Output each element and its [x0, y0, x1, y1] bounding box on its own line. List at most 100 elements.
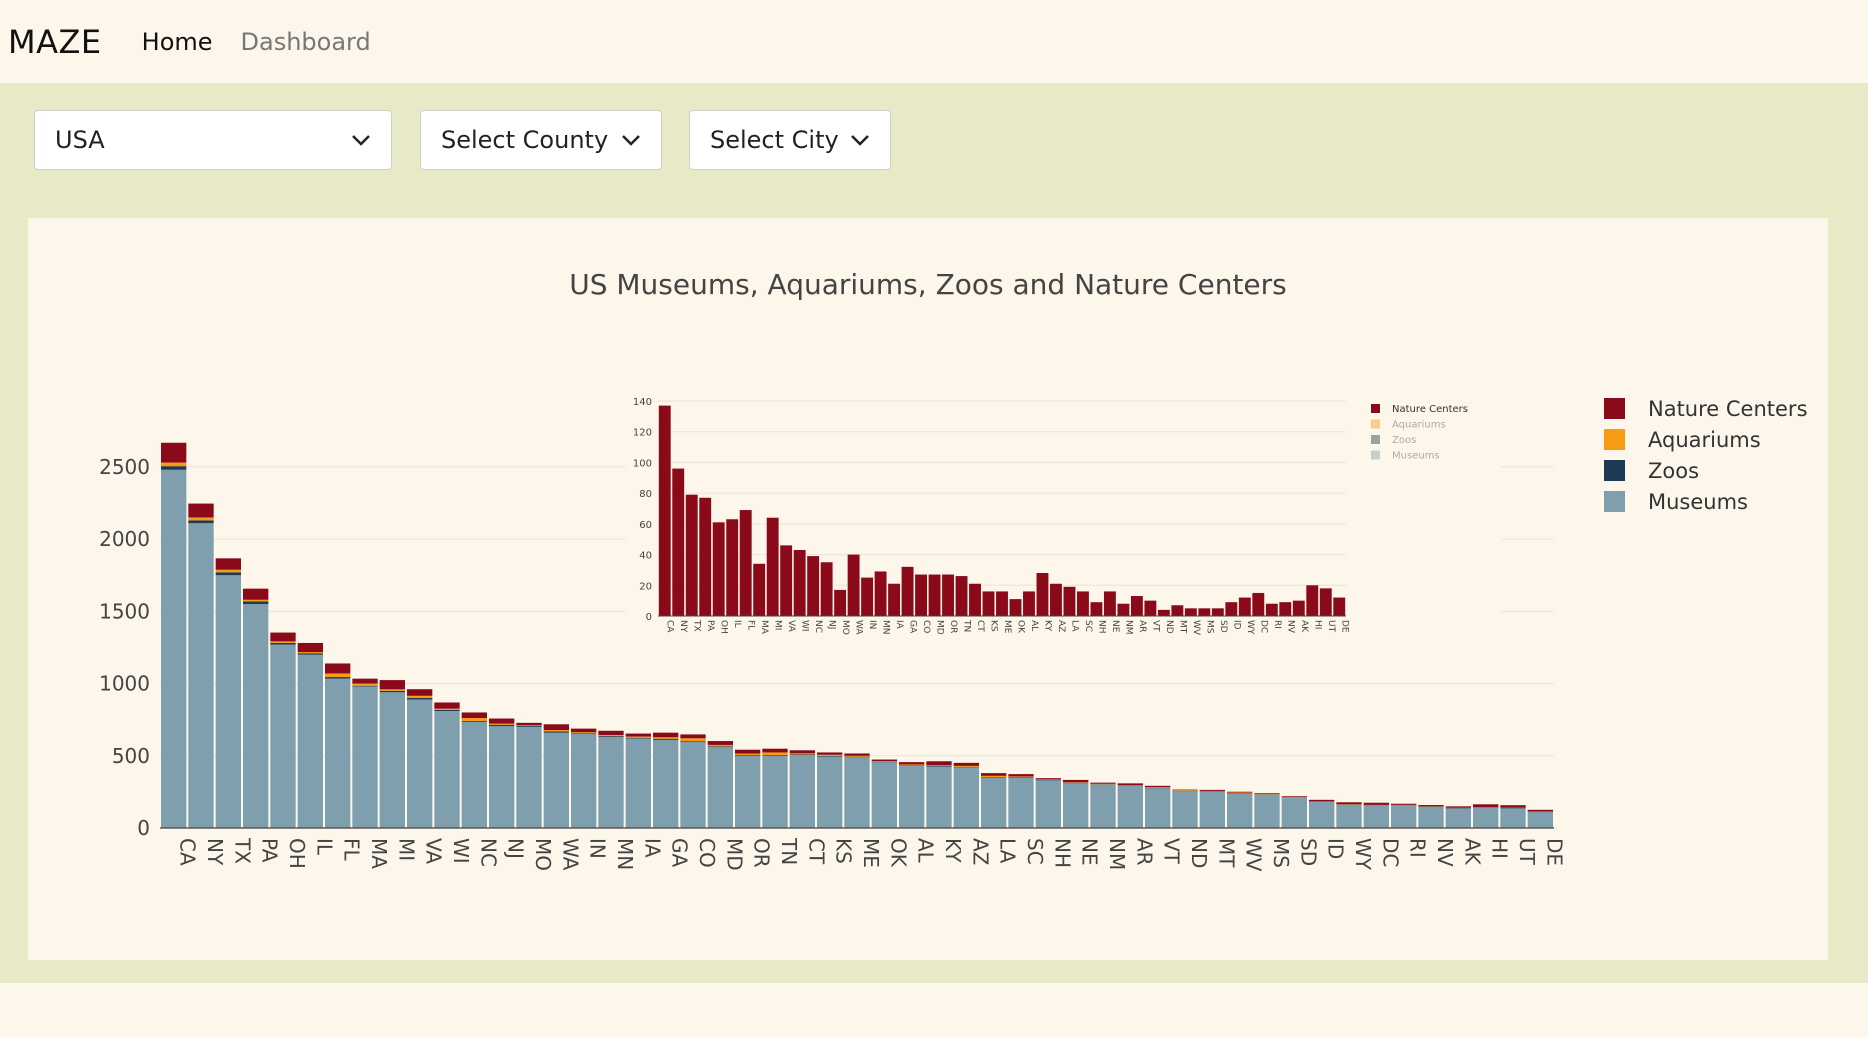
- bar-zoos-MI[interactable]: [379, 690, 405, 693]
- bar-nature-centers-MN[interactable]: [598, 730, 624, 735]
- inset-bar-AZ[interactable]: [1050, 583, 1062, 616]
- bar-nature-centers-MD[interactable]: [707, 741, 733, 745]
- bar-museums-GA[interactable]: [653, 739, 679, 828]
- inset-bar-PA[interactable]: [699, 497, 712, 616]
- bar-aquariums-NY[interactable]: [188, 517, 214, 521]
- bar-nature-centers-PA[interactable]: [243, 588, 269, 600]
- bar-aquariums-WA[interactable]: [543, 730, 569, 732]
- bar-museums-WI[interactable]: [434, 711, 460, 828]
- bar-museums-TX[interactable]: [215, 575, 241, 828]
- bar-aquariums-WI[interactable]: [434, 708, 460, 710]
- inset-bar-IL[interactable]: [726, 519, 739, 616]
- bar-aquariums-CT[interactable]: [789, 753, 815, 755]
- inset-bar-TN[interactable]: [955, 576, 968, 616]
- bar-museums-SD[interactable]: [1281, 797, 1307, 828]
- bar-nature-centers-DC[interactable]: [1363, 802, 1389, 805]
- bar-museums-AR[interactable]: [1117, 786, 1143, 828]
- legend-swatch[interactable]: [1604, 429, 1625, 450]
- bar-nature-centers-IL[interactable]: [297, 642, 323, 653]
- bar-nature-centers-NJ[interactable]: [489, 718, 515, 724]
- bar-nature-centers-CO[interactable]: [680, 734, 706, 739]
- bar-museums-CT[interactable]: [789, 755, 815, 828]
- bar-aquariums-VA[interactable]: [407, 695, 433, 698]
- bar-zoos-MA[interactable]: [352, 685, 378, 687]
- legend-label[interactable]: Zoos: [1648, 459, 1699, 483]
- inset-legend-label[interactable]: Aquariums: [1392, 420, 1446, 431]
- bar-museums-MN[interactable]: [598, 737, 624, 828]
- bar-museums-NJ[interactable]: [489, 726, 515, 828]
- bar-museums-NE[interactable]: [1063, 783, 1089, 828]
- inset-bar-MA[interactable]: [753, 563, 766, 616]
- bar-aquariums-MD[interactable]: [707, 744, 733, 747]
- bar-zoos-NJ[interactable]: [489, 724, 515, 727]
- bar-museums-TN[interactable]: [762, 755, 788, 828]
- bar-museums-IL[interactable]: [297, 654, 323, 828]
- bar-zoos-IN[interactable]: [571, 733, 597, 735]
- inset-bar-MO[interactable]: [834, 589, 847, 616]
- bar-museums-RI[interactable]: [1391, 805, 1417, 828]
- bar-zoos-TN[interactable]: [762, 755, 788, 756]
- bar-museums-SC[interactable]: [1008, 777, 1034, 828]
- bar-nature-centers-IA[interactable]: [625, 733, 651, 737]
- bar-museums-NV[interactable]: [1418, 807, 1444, 828]
- inset-bar-MT[interactable]: [1171, 605, 1184, 616]
- inset-bar-AR[interactable]: [1130, 596, 1143, 616]
- bar-museums-AL[interactable]: [899, 765, 925, 828]
- bar-nature-centers-MT[interactable]: [1199, 789, 1225, 791]
- bar-museums-DE[interactable]: [1527, 812, 1553, 828]
- inset-bar-CA[interactable]: [658, 405, 671, 616]
- bar-nature-centers-NC[interactable]: [461, 712, 487, 719]
- brand-logo[interactable]: MAZE: [8, 22, 102, 61]
- inset-legend-label[interactable]: Nature Centers: [1392, 404, 1468, 415]
- bar-aquariums-VT[interactable]: [1145, 787, 1171, 788]
- bar-nature-centers-FL[interactable]: [325, 663, 351, 674]
- bar-aquariums-NC[interactable]: [461, 718, 487, 721]
- inset-bar-NV[interactable]: [1279, 602, 1292, 616]
- bar-nature-centers-NM[interactable]: [1090, 782, 1116, 784]
- inset-legend-swatch[interactable]: [1371, 419, 1380, 429]
- bar-museums-NH[interactable]: [1035, 780, 1061, 828]
- bar-aquariums-KY[interactable]: [926, 765, 952, 766]
- inset-bar-WA[interactable]: [847, 554, 860, 616]
- inset-bar-MN[interactable]: [874, 571, 887, 616]
- bar-nature-centers-SD[interactable]: [1281, 796, 1307, 797]
- inset-bar-AK[interactable]: [1292, 600, 1305, 616]
- inset-bar-TX[interactable]: [685, 494, 698, 616]
- bar-nature-centers-LA[interactable]: [981, 773, 1007, 776]
- bar-nature-centers-MI[interactable]: [379, 680, 405, 690]
- bar-nature-centers-TN[interactable]: [762, 748, 788, 753]
- bar-nature-centers-OR[interactable]: [735, 749, 761, 754]
- bar-museums-HI[interactable]: [1473, 807, 1499, 828]
- inset-bar-AL[interactable]: [1023, 591, 1035, 616]
- bar-aquariums-ME[interactable]: [844, 755, 870, 757]
- bar-zoos-CA[interactable]: [161, 466, 187, 470]
- bar-nature-centers-AL[interactable]: [899, 762, 925, 765]
- bar-museums-MS[interactable]: [1254, 794, 1280, 828]
- inset-bar-OH[interactable]: [712, 522, 725, 616]
- bar-museums-WV[interactable]: [1227, 793, 1253, 828]
- bar-nature-centers-OK[interactable]: [871, 759, 897, 762]
- bar-aquariums-GA[interactable]: [653, 737, 679, 739]
- legend-swatch[interactable]: [1604, 398, 1625, 419]
- inset-bar-GA[interactable]: [901, 566, 914, 616]
- inset-bar-ND[interactable]: [1157, 609, 1170, 616]
- bar-nature-centers-ME[interactable]: [844, 753, 870, 756]
- bar-nature-centers-WV[interactable]: [1227, 791, 1253, 793]
- bar-museums-FL[interactable]: [325, 678, 351, 829]
- bar-aquariums-IL[interactable]: [297, 652, 323, 654]
- bar-aquariums-ND[interactable]: [1172, 790, 1198, 791]
- bar-aquariums-OH[interactable]: [270, 641, 296, 643]
- bar-museums-KY[interactable]: [926, 766, 952, 828]
- bar-museums-WA[interactable]: [543, 732, 569, 828]
- legend-label[interactable]: Nature Centers: [1648, 397, 1808, 421]
- inset-bar-UT[interactable]: [1319, 588, 1332, 616]
- bar-museums-UT[interactable]: [1500, 808, 1526, 829]
- inset-bar-NY[interactable]: [672, 468, 685, 616]
- inset-bar-LA[interactable]: [1063, 586, 1076, 616]
- bar-nature-centers-KS[interactable]: [817, 752, 843, 755]
- bar-nature-centers-NV[interactable]: [1418, 805, 1444, 807]
- bar-aquariums-FL[interactable]: [325, 673, 351, 678]
- bar-museums-AZ[interactable]: [953, 767, 979, 828]
- bar-zoos-NY[interactable]: [188, 520, 214, 524]
- inset-bar-NJ[interactable]: [820, 562, 833, 616]
